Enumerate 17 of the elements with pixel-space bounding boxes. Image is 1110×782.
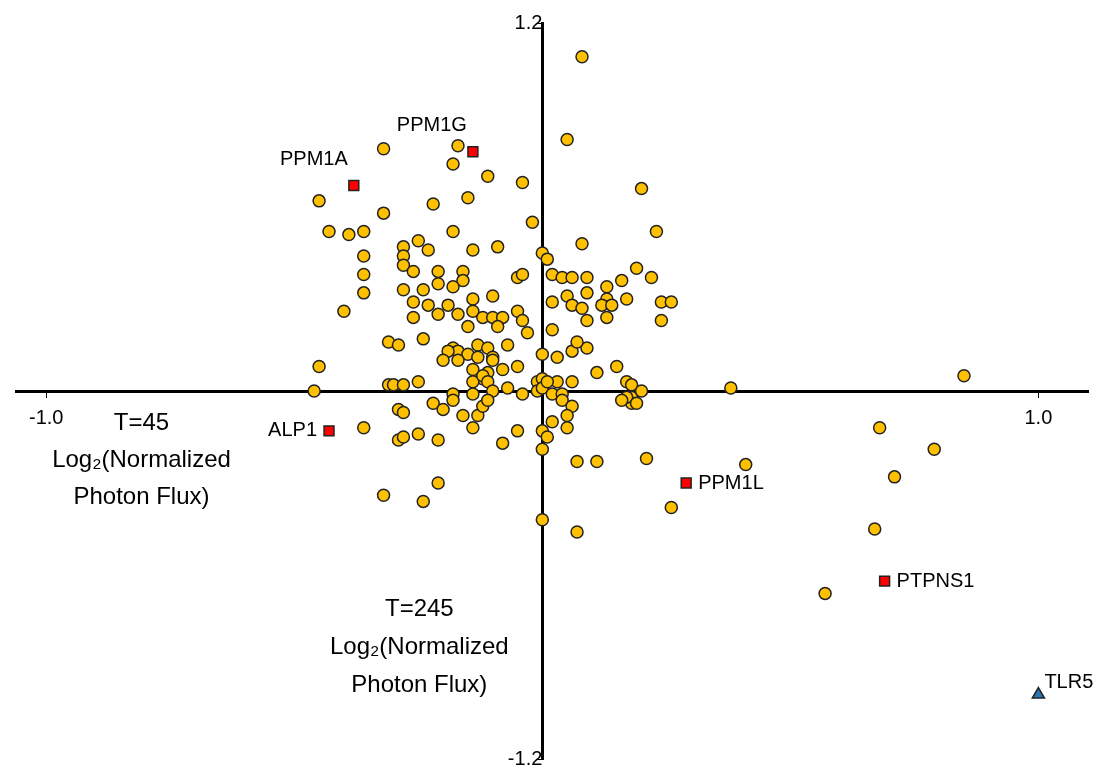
point	[467, 146, 479, 158]
point	[323, 425, 335, 437]
point	[878, 575, 891, 587]
point	[1031, 686, 1046, 699]
y-tick-label: -1.2	[507, 746, 543, 769]
point	[348, 179, 360, 192]
point	[680, 477, 692, 489]
annotation: PTPNS1	[896, 568, 975, 591]
y-tick-label: 1.2	[514, 10, 543, 33]
annotation: TLR5	[1044, 670, 1094, 693]
annotation: ALP1	[268, 418, 318, 441]
annotation: PPM1G	[396, 113, 467, 136]
annotation: PPM1A	[280, 147, 349, 170]
annotation: PPM1L	[698, 470, 764, 493]
y-axis-title: T=245 Log₂(Normalized Photon Flux)	[329, 593, 509, 697]
x-tick-label: -1.0	[29, 405, 64, 428]
x-tick-label: 1.0	[1024, 405, 1053, 428]
